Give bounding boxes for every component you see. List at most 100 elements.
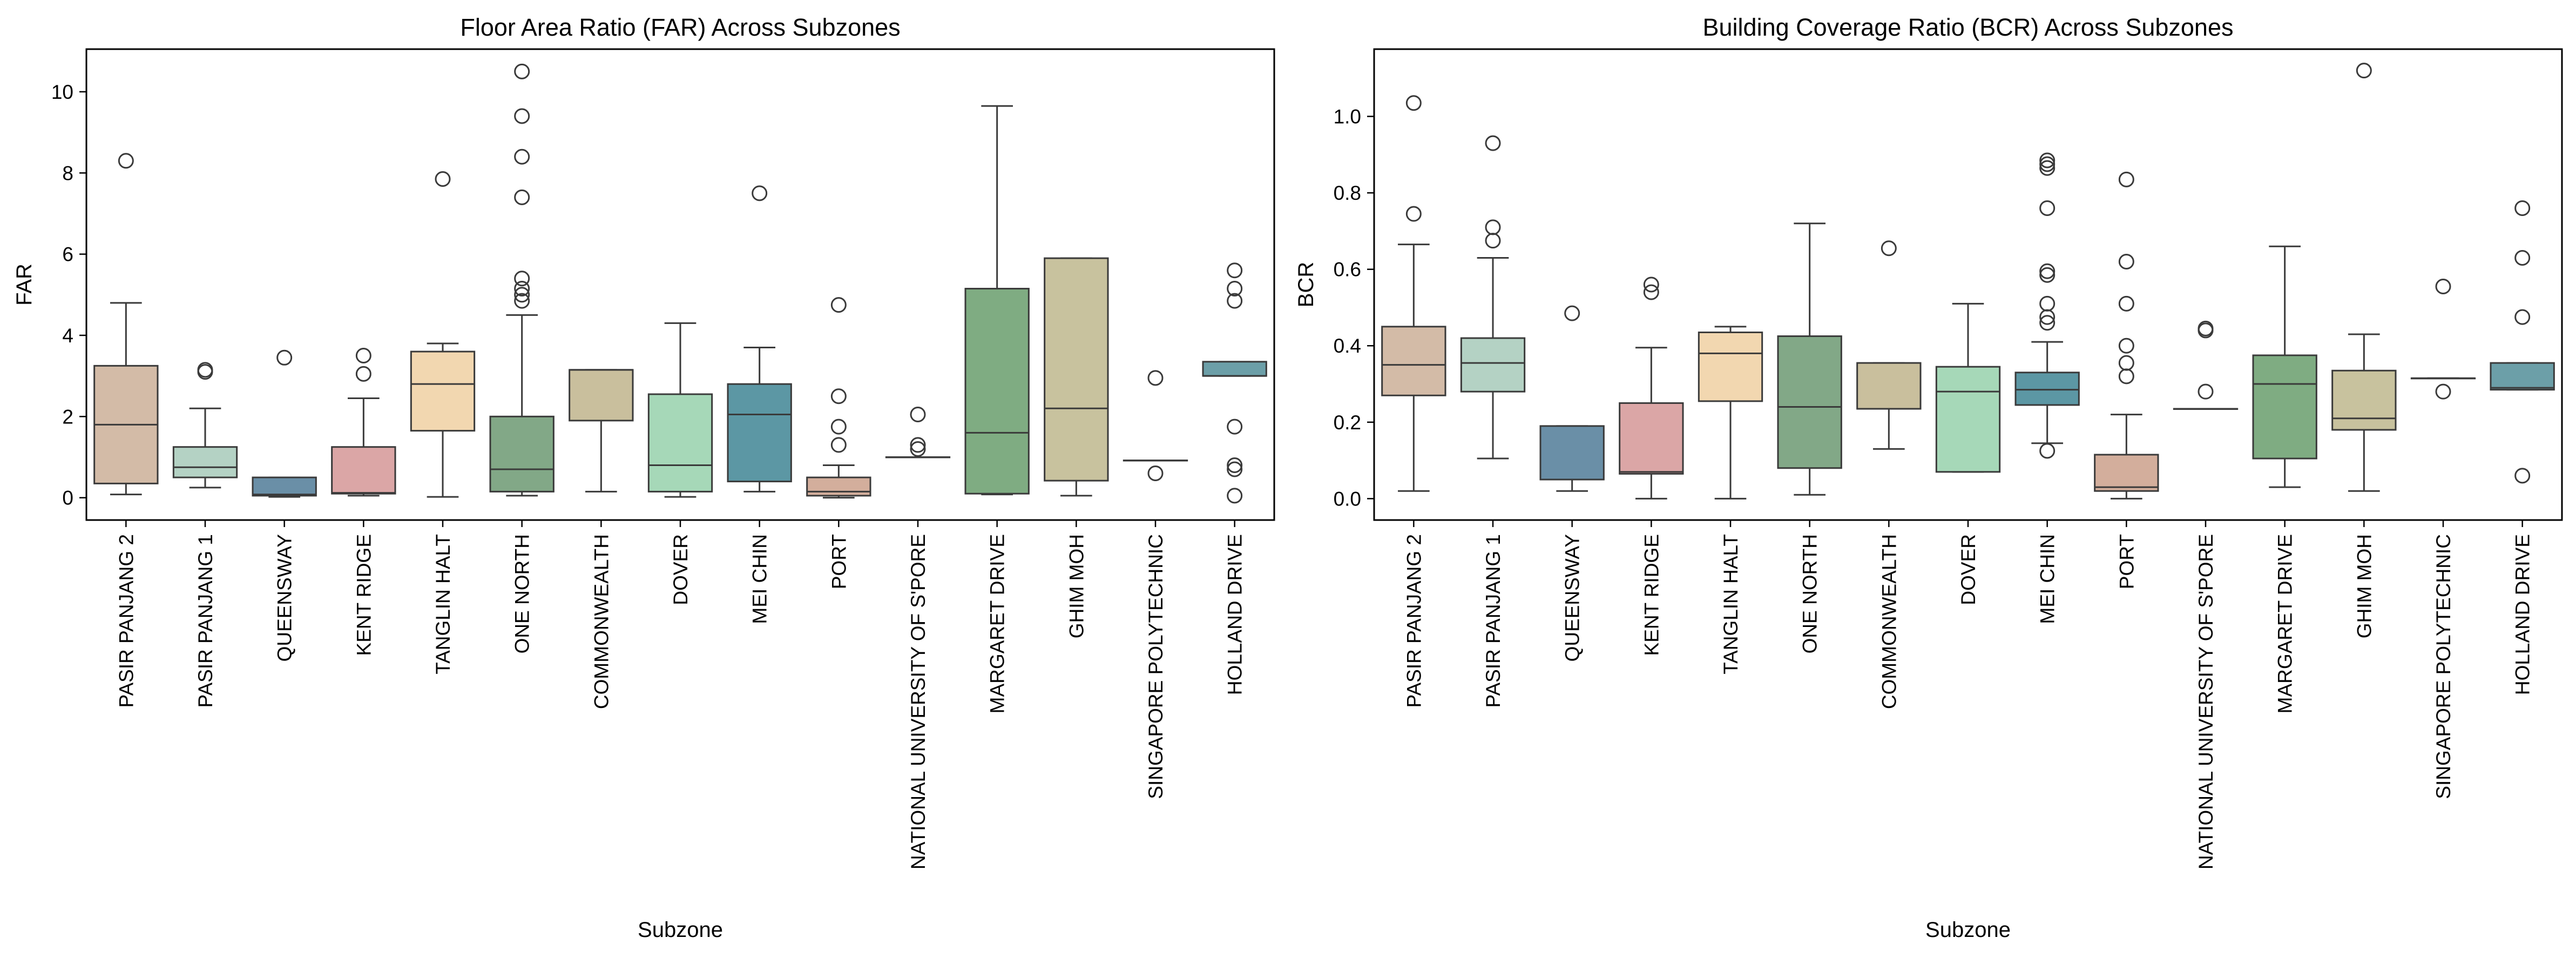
box-6: [1777, 222, 1842, 496]
x-tick-label: NATIONAL UNIVERSITY OF S'PORE: [907, 534, 929, 869]
outlier-point: [2435, 279, 2451, 295]
outlier-point: [514, 271, 530, 287]
x-tick-label: DOVER: [1957, 534, 1979, 605]
x-tick-label: TANGLIN HALT: [1720, 534, 1742, 674]
outlier-point: [2198, 320, 2214, 336]
y-tick-label: 0.6: [1334, 259, 1361, 281]
outlier-point: [1147, 370, 1164, 386]
box-body: [1856, 362, 1922, 410]
outlier-point: [2435, 383, 2451, 400]
outlier-point: [2118, 368, 2134, 384]
outlier-point: [1881, 240, 1897, 257]
y-tick-label: 0: [62, 487, 73, 509]
outlier-point: [2514, 249, 2531, 266]
outlier-point: [2198, 383, 2214, 400]
box-14: [1123, 370, 1188, 482]
box-4: [1619, 276, 1684, 500]
x-tick-label: PASIR PANJANG 1: [194, 534, 217, 707]
x-tick-label: MARGARET DRIVE: [986, 534, 1009, 713]
y-tick-label: 10: [51, 81, 73, 103]
outlier-point: [514, 63, 530, 79]
x-tick-label: GHIM MOH: [1065, 534, 1087, 638]
outlier-point: [276, 349, 293, 366]
outlier-point: [1227, 293, 1243, 309]
box-body: [252, 476, 317, 497]
outlier-point: [1643, 284, 1659, 300]
x-tick-label: GHIM MOH: [2353, 534, 2375, 638]
box-body: [331, 446, 396, 495]
outlier-point: [1227, 281, 1243, 297]
box-body: [2252, 354, 2317, 460]
y-tick-label: 0.4: [1334, 335, 1361, 357]
box-7: [569, 369, 634, 493]
box-7: [1856, 240, 1922, 450]
box-5: [1698, 326, 1763, 500]
x-tick-label: HOLLAND DRIVE: [2512, 534, 2534, 695]
y-axis-label: BCR: [1294, 262, 1318, 307]
box-body: [647, 393, 713, 493]
box-2: [1460, 135, 1526, 460]
box-body: [2490, 362, 2555, 391]
outlier-point: [355, 348, 371, 364]
outlier-point: [2356, 63, 2372, 79]
box-body: [2331, 369, 2397, 431]
box-15: [2490, 200, 2555, 484]
outlier-point: [910, 407, 926, 423]
outlier-point: [2039, 443, 2056, 459]
x-tick-label: KENT RIDGE: [353, 534, 375, 656]
outlier-point: [197, 362, 213, 378]
outlier-point: [2514, 309, 2531, 325]
outlier-point: [2039, 160, 2056, 176]
outlier-point: [1227, 461, 1243, 477]
outlier-point: [830, 437, 847, 453]
outlier-point: [2039, 295, 2056, 312]
outlier-point: [1227, 262, 1243, 279]
plot-frame: [85, 48, 1275, 521]
box-body: [569, 369, 634, 422]
y-tick-label: 0.8: [1334, 182, 1361, 204]
x-tick-label: NATIONAL UNIVERSITY OF S'PORE: [2195, 534, 2217, 869]
x-tick-label: QUEENSWAY: [1561, 534, 1584, 662]
outlier-point: [2039, 152, 2056, 168]
box-15: [1202, 262, 1267, 504]
box-10: [2094, 171, 2159, 500]
outlier-point: [1227, 457, 1243, 474]
box-body: [1202, 361, 1267, 377]
outlier-point: [1643, 276, 1659, 293]
x-tick-label: DOVER: [670, 534, 692, 605]
box-body: [727, 383, 792, 483]
box-8: [647, 322, 713, 498]
box-body: [806, 476, 871, 497]
x-tick-label: SINGAPORE POLYTECHNIC: [2432, 534, 2455, 799]
box-8: [1935, 302, 2001, 473]
outlier-point: [1485, 233, 1501, 249]
outlier-point: [2039, 267, 2056, 283]
box-body: [2014, 372, 2080, 406]
box-body: [489, 415, 555, 493]
outlier-point: [2118, 355, 2134, 371]
outlier-point: [1485, 219, 1501, 235]
outlier-point: [2039, 200, 2056, 216]
x-tick-label: PASIR PANJANG 2: [115, 534, 137, 707]
x-tick-label: MEI CHIN: [2037, 534, 2059, 624]
x-tick-label: COMMONWEALTH: [590, 534, 612, 709]
x-tick-label: MEI CHIN: [749, 534, 771, 624]
outlier-point: [2118, 338, 2134, 354]
box-12: [2252, 245, 2317, 488]
outlier-point: [2514, 468, 2531, 484]
x-tick-label: PORT: [828, 534, 850, 589]
y-tick-label: 6: [62, 244, 73, 266]
x-tick-label: PASIR PANJANG 1: [1482, 534, 1504, 707]
outlier-point: [1485, 135, 1501, 151]
x-tick-label: COMMONWEALTH: [1878, 534, 1900, 709]
box-body: [1619, 402, 1684, 475]
plot-frame: [1373, 48, 2563, 521]
box-body: [1698, 331, 1763, 402]
box-11: [885, 407, 951, 458]
box-body: [1460, 337, 1526, 393]
outlier-point: [2039, 156, 2056, 172]
box-body: [1777, 335, 1842, 469]
outlier-point: [2118, 254, 2134, 270]
box-body: [1381, 326, 1446, 396]
